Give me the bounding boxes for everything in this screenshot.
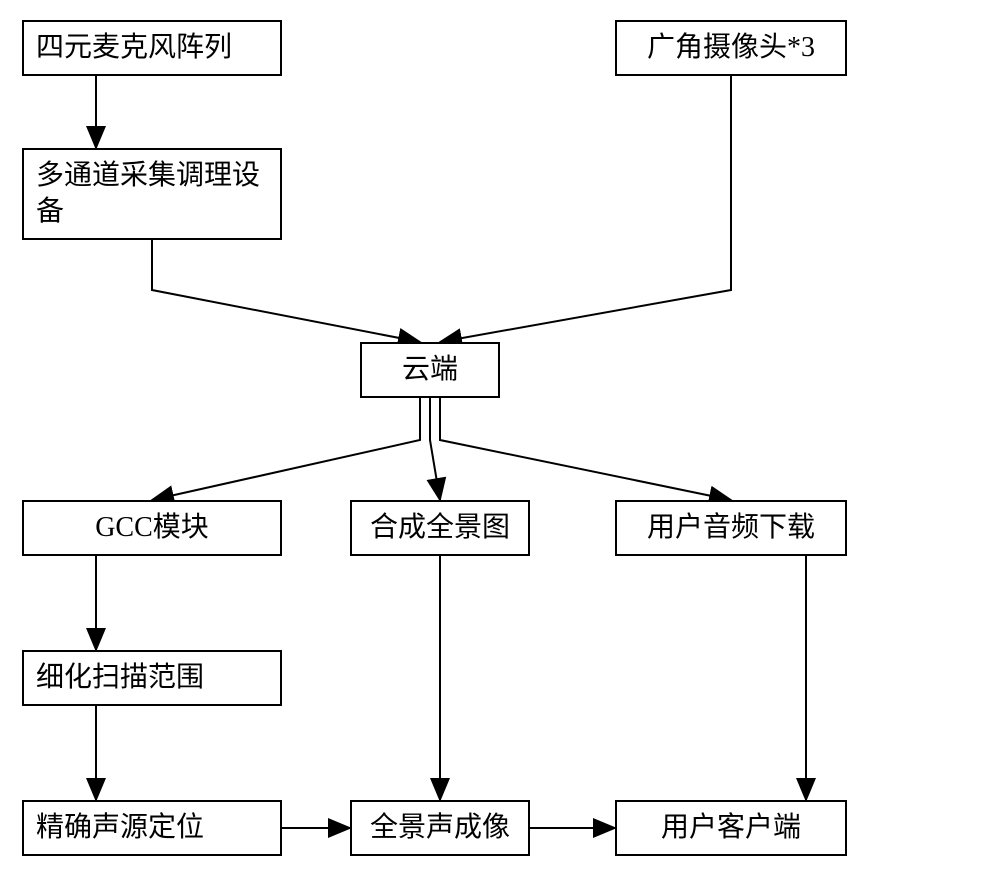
node-label: 多通道采集调理设备 <box>36 158 268 231</box>
node-label: 四元麦克风阵列 <box>36 30 232 66</box>
node-gcc: GCC模块 <box>22 500 282 556</box>
node-label: 用户音频下载 <box>647 510 815 546</box>
node-client: 用户客户端 <box>615 800 847 856</box>
node-camera: 广角摄像头*3 <box>615 20 847 76</box>
node-multichannel: 多通道采集调理设备 <box>22 148 282 240</box>
node-refine-scan: 细化扫描范围 <box>22 650 282 706</box>
node-pano-imaging: 全景声成像 <box>350 800 530 856</box>
node-label: 广角摄像头*3 <box>647 30 815 66</box>
edge-multichannel-to-cloud <box>152 240 420 342</box>
node-label: 合成全景图 <box>370 510 510 546</box>
flowchart-edges <box>0 0 1000 890</box>
node-mic-array: 四元麦克风阵列 <box>22 20 282 76</box>
edge-cloud-to-audio_download <box>440 398 731 500</box>
node-label: 用户客户端 <box>661 810 801 846</box>
node-cloud: 云端 <box>360 342 500 398</box>
edge-cloud-to-gcc <box>152 398 420 500</box>
node-label: GCC模块 <box>95 510 209 546</box>
node-precise-locate: 精确声源定位 <box>22 800 282 856</box>
node-label: 精确声源定位 <box>36 810 204 846</box>
node-label: 云端 <box>402 352 458 388</box>
node-panorama: 合成全景图 <box>350 500 530 556</box>
node-label: 全景声成像 <box>370 810 510 846</box>
node-label: 细化扫描范围 <box>36 660 204 696</box>
edge-camera-to-cloud <box>440 76 731 342</box>
edge-cloud-to-panorama <box>430 398 440 500</box>
node-audio-download: 用户音频下载 <box>615 500 847 556</box>
